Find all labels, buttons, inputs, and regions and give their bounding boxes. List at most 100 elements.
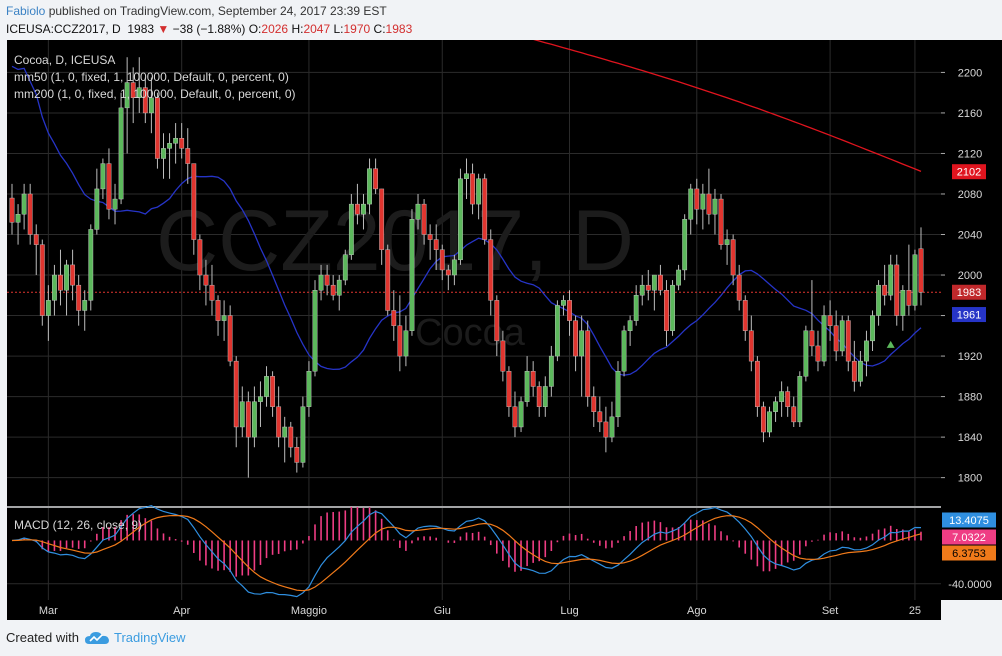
candle (845, 315, 851, 372)
candle (597, 396, 603, 433)
time-tick-label: Apr (173, 605, 190, 617)
candle-body (306, 371, 312, 407)
watermark-name: Cocoa (415, 312, 526, 354)
time-tick-label: Mar (39, 605, 58, 617)
candle (445, 264, 451, 291)
candle-body (52, 274, 57, 301)
candle-body (524, 371, 530, 402)
open-value: 2026 (261, 22, 289, 36)
author-name[interactable]: Fabiolo (6, 4, 46, 18)
candle-body (403, 330, 409, 357)
candle-body (894, 264, 900, 316)
candle (767, 406, 772, 438)
candle (803, 325, 809, 382)
candle-body (348, 203, 354, 255)
tradingview-brand-link[interactable]: TradingView (84, 630, 186, 645)
candle-body (645, 284, 651, 291)
price-tick-label: 2000 (958, 270, 982, 282)
candle-body (355, 203, 360, 215)
candle (251, 386, 257, 448)
candle-body (815, 345, 821, 362)
candle-body (258, 396, 263, 402)
time-axis[interactable] (7, 600, 941, 620)
time-tick-label: Maggio (291, 605, 327, 617)
candle-body (21, 193, 27, 215)
candle-body (754, 360, 760, 407)
price-tick-label: 1920 (958, 351, 982, 363)
candle-body (161, 148, 166, 159)
price-tags: 2102 1983 1961 13.4075 7.0322 6.3753 (942, 164, 996, 561)
signal-line (11, 514, 922, 592)
candle (245, 391, 251, 478)
candle-body (845, 320, 851, 362)
price-pane[interactable] (7, 40, 941, 506)
candle-body (58, 274, 63, 291)
change-value: −38 (−1.88%) (172, 22, 246, 36)
candle (88, 224, 94, 311)
candle-body (106, 163, 112, 210)
candle-body (476, 178, 482, 205)
candle-body (15, 214, 21, 223)
candle-body (148, 97, 154, 114)
watermark-symbol: CCZ2017, D (156, 193, 634, 289)
candle (742, 295, 748, 341)
candle (688, 183, 694, 235)
candle (215, 295, 221, 336)
time-tick-label: 25 (909, 605, 921, 617)
candle (591, 386, 597, 427)
candle-body (27, 193, 33, 235)
candle-body (779, 391, 785, 402)
candle (494, 295, 500, 357)
candle-body (888, 264, 894, 296)
candle (530, 361, 536, 397)
candle (621, 325, 627, 377)
candle-body (433, 239, 439, 250)
candle-body (203, 274, 209, 286)
candle-body (70, 264, 76, 286)
price-tick-label: 1880 (958, 392, 982, 404)
candle-body (215, 300, 221, 321)
candle (15, 204, 21, 245)
chart-area[interactable]: CCZ2017, D Cocoa 18001840188019201960200… (0, 40, 1002, 620)
candle (730, 234, 736, 286)
price-tick-label: 2120 (958, 148, 982, 160)
candle (367, 158, 372, 215)
candle-body (100, 163, 106, 190)
candle (870, 310, 875, 352)
low-label: L: (333, 22, 344, 36)
macd-legend[interactable]: MACD (12, 26, close, 9) (14, 518, 142, 532)
macd-histogram (17, 506, 922, 577)
candle (52, 264, 57, 316)
candle-body (173, 138, 179, 144)
candle-body (221, 315, 227, 321)
candle-body (536, 386, 542, 407)
legend-mm50[interactable]: mm50 (1, 0, fixed, 1, 100000, Default, 0… (14, 70, 289, 84)
candle (39, 239, 45, 326)
candle-body (918, 248, 924, 293)
candle (512, 391, 518, 438)
ma50-price-tag-text: 1961 (957, 310, 981, 322)
candle-body (542, 386, 548, 407)
signal-value-tag (942, 545, 996, 561)
legend-mm200[interactable]: mm200 (1, 0, fixed, 1, 100000, Default, … (14, 87, 296, 101)
macd-value-tag-text: 13.4075 (949, 515, 989, 527)
candle (276, 386, 282, 448)
candle (779, 381, 785, 417)
candle (482, 173, 488, 245)
candle-body (500, 340, 506, 372)
macd-tick-label: -40.0000 (948, 579, 991, 591)
candle-body (615, 371, 621, 418)
candle-body (791, 406, 797, 423)
ma50-price-tag (952, 307, 986, 323)
close-label: C: (373, 22, 386, 36)
candle (136, 57, 142, 113)
last-price-tag-text: 1983 (957, 287, 981, 299)
candle (639, 275, 645, 306)
candle (397, 295, 403, 372)
legend-title: Cocoa, D, ICEUSA (14, 53, 115, 67)
candle (348, 193, 354, 260)
candle-body (876, 284, 881, 316)
macd-pane[interactable] (7, 508, 941, 600)
candle (876, 280, 881, 326)
candle-body (561, 300, 566, 306)
